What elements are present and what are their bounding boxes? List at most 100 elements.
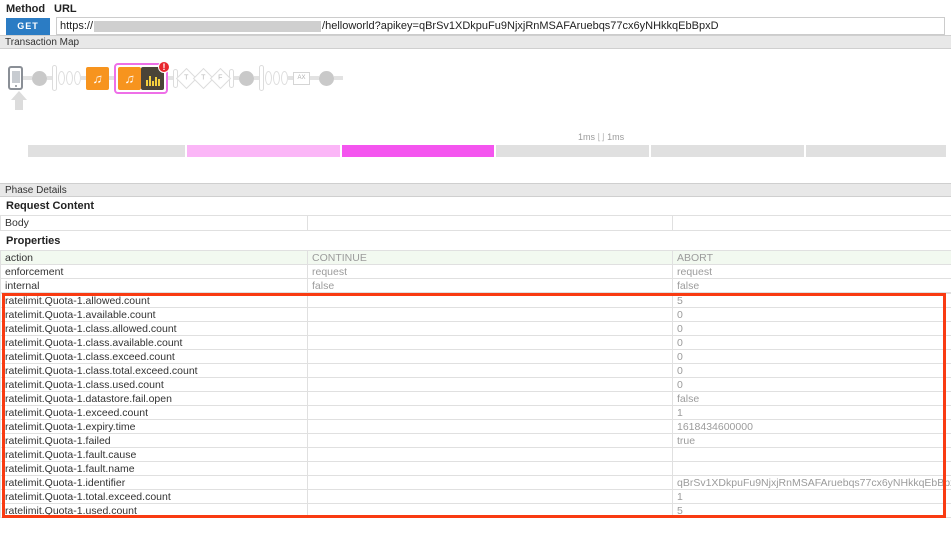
table-row[interactable]: ratelimit.Quota-1.total.exceed.count 1 [0,489,951,504]
table-row[interactable]: ratelimit.Quota-1.exceed.count 1 [0,405,951,420]
property-value-2: 0 [672,363,951,378]
property-value-2: 5 [672,293,951,308]
property-key: ratelimit.Quota-1.datastore.fail.open [0,391,308,406]
property-key: ratelimit.Quota-1.class.total.exceed.cou… [0,363,308,378]
table-row[interactable]: internal false false [0,278,951,293]
property-value-1 [307,349,673,364]
response-step-node[interactable] [264,71,272,85]
table-row[interactable]: ratelimit.Quota-1.expiry.time 16184346000… [0,419,951,434]
response-step-node[interactable] [272,71,280,85]
property-value-2: 0 [672,307,951,322]
url-host-masked [94,20,322,32]
timeline-segment-quota[interactable] [341,145,495,157]
timeline-tick-mark-icon: ⌊⌋ [597,132,605,142]
timeline-segment-spike-arrest[interactable] [186,145,340,157]
table-row[interactable]: ratelimit.Quota-1.used.count 5 [0,503,951,518]
target-condition-label: T [184,74,189,82]
property-value-2: false [672,278,951,293]
request-input-row: GET https:// /helloworld?apikey=qBrSv1XD… [0,15,951,35]
property-key: ratelimit.Quota-1.allowed.count [0,293,308,308]
flow-step-node[interactable] [73,71,81,85]
property-value-2 [672,447,951,462]
property-value-1 [307,461,673,476]
property-value-1 [307,447,673,462]
property-key: ratelimit.Quota-1.class.allowed.count [0,321,308,336]
response-step-node[interactable] [280,71,288,85]
property-key: ratelimit.Quota-1.class.exceed.count [0,349,308,364]
table-row[interactable]: ratelimit.Quota-1.available.count 0 [0,307,951,322]
response-end-node[interactable] [319,70,334,86]
flow-step-node[interactable] [57,71,65,85]
property-value-1 [307,475,673,490]
property-key: ratelimit.Quota-1.exceed.count [0,405,308,420]
property-value-1: request [307,264,673,279]
timeline-segment-pre-flow[interactable] [28,145,185,157]
selected-policy-group[interactable]: ♫ ! [114,60,170,94]
property-value-1 [307,405,673,420]
property-value-1 [307,503,673,518]
property-value-1 [307,335,673,350]
body-value-cell [307,215,673,231]
proxy-endpoint-node[interactable] [32,70,47,86]
table-row[interactable]: ratelimit.Quota-1.failed true [0,433,951,448]
table-row[interactable]: ratelimit.Quota-1.class.exceed.count 0 [0,349,951,364]
wire [109,76,114,80]
table-row[interactable]: ratelimit.Quota-1.identifier qBrSv1XDkpuF… [0,475,951,490]
method-get-button[interactable]: GET [6,17,50,35]
table-row[interactable]: Body [0,215,951,231]
properties-title: Properties [0,231,951,250]
url-label: URL [54,3,77,15]
wire [288,76,293,80]
timeline-segment-target[interactable] [496,145,650,157]
table-row[interactable]: ratelimit.Quota-1.datastore.fail.open fal… [0,391,951,406]
timeline-tick-left-label: 1ms [578,132,596,142]
fault-node[interactable]: ! [141,60,170,90]
property-value-1: false [307,278,673,293]
wire [81,76,86,80]
url-input[interactable]: https:// /helloworld?apikey=qBrSv1XDkpuF… [56,17,945,35]
property-key: ratelimit.Quota-1.class.available.count [0,335,308,350]
property-value-2: 1 [672,405,951,420]
wire [168,76,173,80]
quota-policy-node[interactable]: ♫ [118,66,141,90]
table-row[interactable]: ratelimit.Quota-1.fault.cause [0,447,951,462]
timeline-bars [28,145,946,157]
property-value-2: 0 [672,321,951,336]
property-key: enforcement [0,264,308,279]
timeline-segment-response[interactable] [651,145,805,157]
target-condition-node[interactable]: F [209,67,232,89]
wire [234,76,239,80]
property-key: action [0,250,308,265]
property-key: ratelimit.Quota-1.failed [0,433,308,448]
property-value-2: false [672,391,951,406]
flow-step-node[interactable] [65,71,73,85]
table-row[interactable]: ratelimit.Quota-1.class.allowed.count 0 [0,321,951,336]
wire [310,76,319,80]
table-row[interactable]: action CONTINUE ABORT [0,250,951,265]
request-content-title: Request Content [0,197,951,215]
wire [334,76,343,80]
timeline-tick-right-label: 1ms [607,132,625,142]
spike-arrest-policy-node[interactable]: ♫ [86,66,109,90]
table-row[interactable]: enforcement request request [0,264,951,279]
target-endpoint-node[interactable] [239,70,254,86]
body-value2-cell [672,215,951,231]
property-value-1: CONTINUE [307,250,673,265]
timeline-segment-post-flow[interactable] [806,145,946,157]
property-value-1 [307,419,673,434]
target-condition-label: T [201,74,206,82]
property-key: ratelimit.Quota-1.used.count [0,503,308,518]
table-row[interactable]: ratelimit.Quota-1.class.total.exceed.cou… [0,363,951,378]
table-row[interactable]: ratelimit.Quota-1.allowed.count 5 [0,293,951,308]
property-value-1 [307,293,673,308]
request-field-labels: Method URL [0,3,951,15]
table-row[interactable]: ratelimit.Quota-1.fault.name [0,461,951,476]
analytics-node[interactable]: AX [293,71,310,85]
property-value-1 [307,363,673,378]
property-value-1 [307,391,673,406]
error-badge-icon: ! [158,60,170,73]
client-device-icon [8,66,23,90]
table-row[interactable]: ratelimit.Quota-1.class.used.count 0 [0,377,951,392]
table-row[interactable]: ratelimit.Quota-1.class.available.count 0 [0,335,951,350]
body-label-cell: Body [0,215,308,231]
